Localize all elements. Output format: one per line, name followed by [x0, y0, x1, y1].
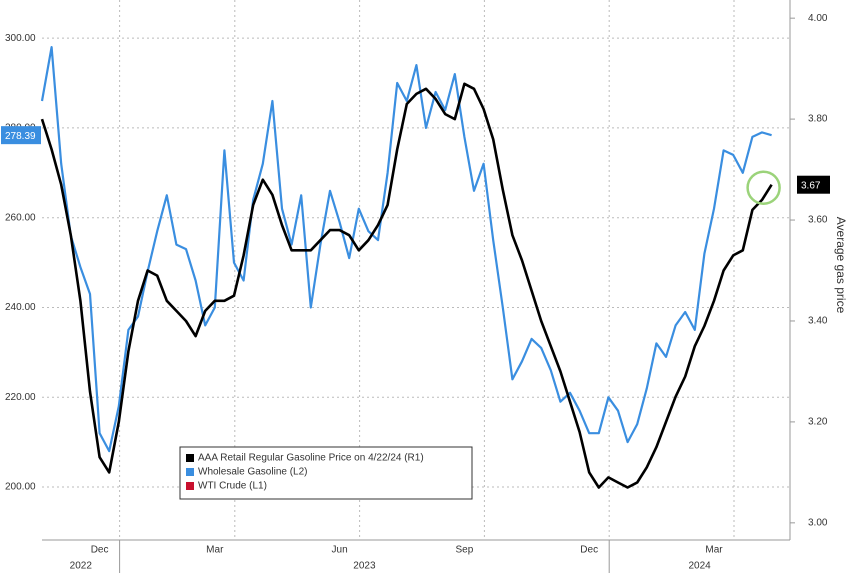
- legend-box: [179, 446, 473, 500]
- year-label: 2023: [353, 561, 376, 572]
- highlight-circle: [746, 170, 781, 205]
- y2-tick-label: 3.80: [808, 114, 828, 125]
- x-tick-label: Mar: [705, 545, 723, 556]
- y2-tick-label: 3.00: [808, 517, 828, 528]
- x-tick-label: Dec: [580, 545, 598, 556]
- y-tick-label: 200.00: [5, 482, 36, 493]
- y2-tick-label: 3.20: [808, 417, 828, 428]
- last-value-tag: [797, 175, 830, 194]
- x-tick-label: Mar: [206, 545, 224, 556]
- legend-label: AAA Retail Regular Gasoline Price on 4/2…: [198, 453, 424, 464]
- x-tick-label: Dec: [91, 545, 109, 556]
- legend-swatch: [186, 454, 194, 462]
- y2-axis-label: Average gas price: [834, 217, 848, 314]
- legend-label: Wholesale Gasoline (L2): [198, 467, 308, 478]
- last-value-tag: [1, 126, 41, 145]
- x-tick-label: Jun: [332, 545, 348, 556]
- series-line: [40, 82, 773, 489]
- series-line: [40, 46, 772, 453]
- y-tick-label: 300.00: [5, 33, 36, 44]
- y2-tick-label: 3.40: [808, 316, 828, 327]
- year-label: 2024: [688, 561, 711, 572]
- y2-tick-label: 3.60: [808, 215, 828, 226]
- legend-swatch: [186, 482, 194, 490]
- y-tick-label: 240.00: [5, 302, 36, 313]
- last-value-label: 3.67: [801, 180, 821, 191]
- year-label: 2022: [70, 561, 93, 572]
- y-tick-label: 260.00: [5, 212, 36, 223]
- legend-label: WTI Crude (L1): [198, 481, 267, 492]
- y-tick-label: 220.00: [5, 392, 36, 403]
- legend-swatch: [186, 468, 194, 476]
- x-tick-label: Sep: [456, 545, 474, 556]
- last-value-label: 278.39: [5, 131, 36, 142]
- y2-tick-label: 4.00: [808, 13, 828, 24]
